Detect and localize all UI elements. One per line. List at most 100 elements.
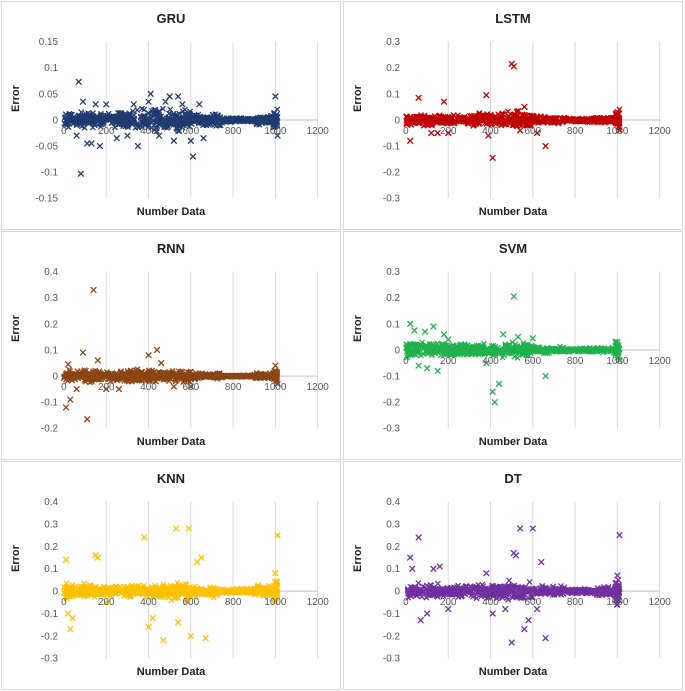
data-point <box>571 588 577 595</box>
x-tick-label: 0 <box>61 126 67 137</box>
data-point <box>555 587 562 594</box>
data-point <box>174 126 181 133</box>
outlier-point <box>529 335 536 342</box>
data-point <box>558 583 564 589</box>
data-point <box>152 106 159 113</box>
outlier-point <box>84 416 91 423</box>
y-tick-label: -0.3 <box>383 194 401 205</box>
data-point <box>146 376 153 383</box>
data-point <box>530 344 537 351</box>
data-point <box>469 347 476 354</box>
data-point <box>414 116 420 123</box>
chart-panel-lstm: 0.3 0.2 0.1 0 -0.1 -0.2 -0.3 0 200 400 600 800 1000 1… <box>343 1 683 230</box>
outlier-point <box>145 623 152 631</box>
y-axis-label: Error <box>10 315 22 342</box>
outlier-point <box>521 626 528 633</box>
y-tick-label: -0.3 <box>383 424 401 435</box>
x-tick-label: 400 <box>140 597 157 608</box>
outlier-point <box>124 132 131 139</box>
data-point <box>82 585 88 592</box>
data-point <box>493 595 500 602</box>
data-point <box>423 350 430 356</box>
data-point <box>527 588 533 595</box>
data-point <box>164 371 171 377</box>
y-tick-label: -0.2 <box>41 424 59 435</box>
data-point <box>257 118 264 125</box>
data-point <box>208 592 214 598</box>
outlier-point <box>500 331 507 338</box>
data-point <box>163 119 170 126</box>
outlier-point <box>175 619 182 626</box>
data-point <box>77 583 84 590</box>
data-point <box>514 109 520 116</box>
outlier-point <box>614 109 621 116</box>
data-point <box>78 371 84 378</box>
data-point <box>130 120 137 126</box>
data-point <box>160 105 166 112</box>
outlier-point <box>134 142 142 150</box>
y-axis-label: Error <box>352 315 364 342</box>
data-point <box>462 588 468 595</box>
data-point <box>492 584 498 591</box>
outlier-point <box>162 98 169 105</box>
data-point <box>113 583 120 590</box>
outlier-point <box>445 336 452 343</box>
x-tick-label: 600 <box>525 126 542 137</box>
data-point <box>555 119 562 125</box>
chart-title: DT <box>504 471 522 486</box>
data-point <box>414 350 421 356</box>
data-point <box>110 587 117 594</box>
outlier-point <box>614 339 621 346</box>
data-point <box>146 586 152 593</box>
data-point <box>449 350 456 357</box>
data-point <box>138 375 144 382</box>
data-point <box>157 374 164 381</box>
x-tick-label: 1200 <box>307 382 330 393</box>
chart-panel-gru: 0.15 0.1 0.05 0 -0.05 -0.1 -0.15 0 200 400 600 800 1… <box>1 1 341 230</box>
y-tick-label: 0.05 <box>39 89 59 100</box>
x-tick-label: 400 <box>482 597 499 608</box>
data-point <box>543 118 549 124</box>
outlier-point <box>75 78 82 85</box>
data-point <box>154 586 161 593</box>
data-point <box>188 373 195 380</box>
data-point <box>440 593 447 599</box>
x-tick-label: 600 <box>183 126 200 137</box>
outlier-point <box>428 129 435 137</box>
outlier-point <box>90 286 97 294</box>
data-point <box>88 117 95 124</box>
data-point <box>221 116 228 123</box>
outlier-point <box>185 525 192 532</box>
data-point <box>612 585 619 591</box>
outlier-point <box>445 605 452 613</box>
x-tick-label: 200 <box>98 597 115 608</box>
data-point <box>202 372 209 379</box>
data-point <box>174 111 180 118</box>
data-point <box>103 117 109 123</box>
y-tick-label: -0.1 <box>383 609 401 620</box>
x-tick-label: 0 <box>403 356 409 367</box>
data-point <box>455 582 462 589</box>
x-tick-label: 1200 <box>649 597 672 608</box>
data-point <box>566 117 572 123</box>
data-points <box>61 286 281 423</box>
outlier-point <box>614 572 621 579</box>
outlier-point <box>542 372 549 380</box>
data-point <box>408 588 414 594</box>
x-tick-label: 800 <box>567 597 584 608</box>
x-axis-label: Number Data <box>478 666 548 678</box>
outlier-point <box>542 142 549 150</box>
outlier-point <box>274 132 281 139</box>
data-point <box>522 121 529 128</box>
data-point <box>62 117 69 124</box>
y-tick-label: 0.2 <box>386 63 400 74</box>
data-points <box>403 293 623 406</box>
outlier-point <box>175 93 182 100</box>
data-point <box>437 344 444 350</box>
y-tick-label: 0.1 <box>386 89 400 100</box>
data-point <box>271 579 278 585</box>
chart-gru: 0.150.10.050-0.05-0.1-0.150 200 400 600 800 1… <box>35 37 329 205</box>
data-point <box>139 105 145 112</box>
y-tick-label: 0.2 <box>386 542 400 553</box>
data-point <box>101 583 107 590</box>
